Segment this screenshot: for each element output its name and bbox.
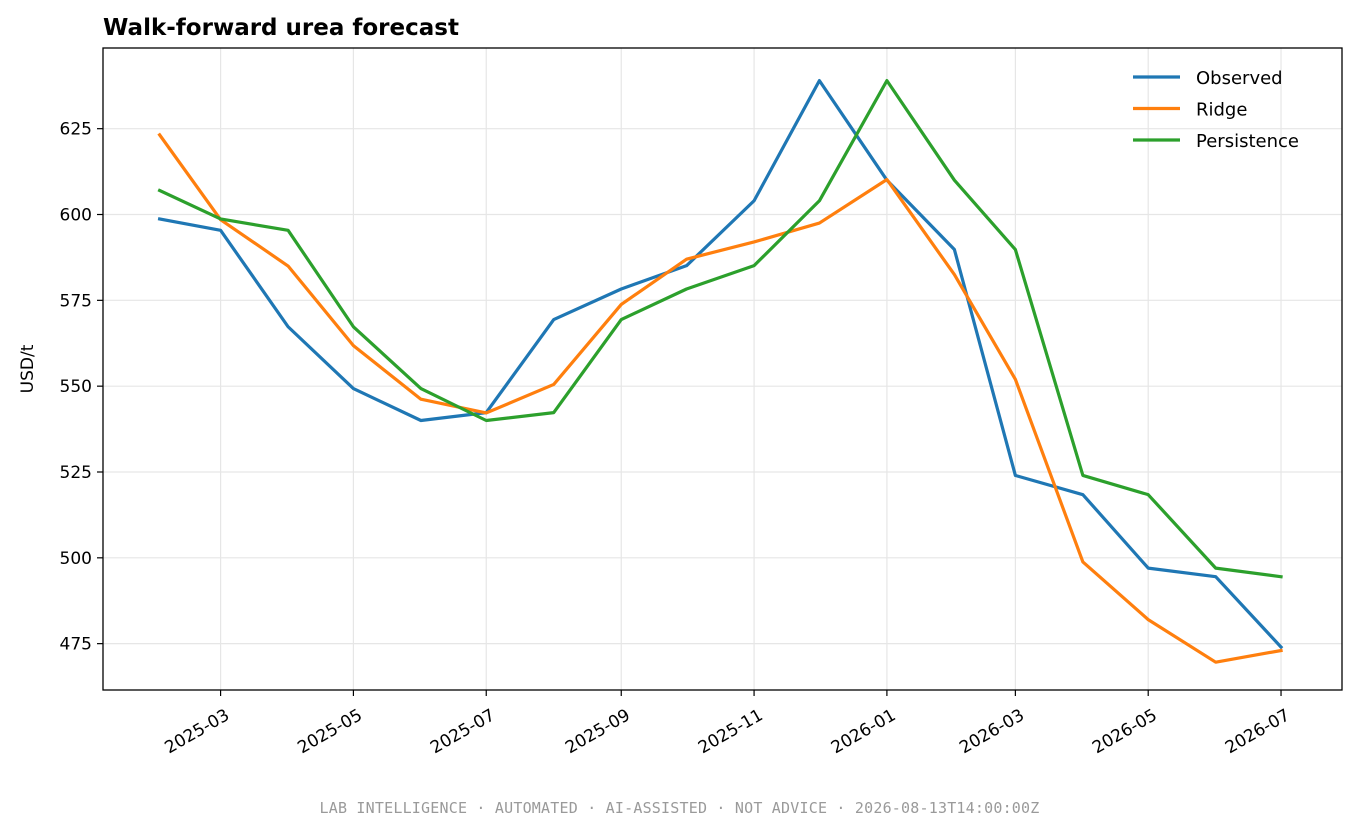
x-tick-label: 2025-03 bbox=[162, 705, 234, 758]
plot-area bbox=[103, 48, 1342, 690]
x-tick-label: 2025-11 bbox=[695, 705, 767, 758]
x-tick-label: 2026-07 bbox=[1222, 705, 1294, 758]
y-tick-label: 575 bbox=[60, 291, 92, 311]
y-tick-label: 500 bbox=[60, 549, 92, 569]
y-tick-label: 625 bbox=[60, 120, 92, 140]
x-tick-label: 2026-05 bbox=[1089, 705, 1161, 758]
y-axis-label: USD/t bbox=[18, 344, 38, 393]
legend-label-persistence: Persistence bbox=[1196, 131, 1299, 152]
legend-label-ridge: Ridge bbox=[1196, 100, 1247, 121]
series-line-persistence bbox=[157, 79, 1283, 579]
series-line-ridge bbox=[157, 132, 1283, 664]
x-tick-label: 2025-05 bbox=[294, 705, 366, 758]
legend-label-observed: Observed bbox=[1196, 68, 1283, 89]
plot-frame bbox=[102, 47, 1343, 691]
chart-title: Walk-forward urea forecast bbox=[103, 15, 459, 41]
x-tick-label: 2025-09 bbox=[562, 705, 634, 758]
x-tick-label: 2026-01 bbox=[828, 705, 900, 758]
y-tick-label: 525 bbox=[60, 463, 92, 483]
y-tick-label: 600 bbox=[60, 206, 92, 226]
y-tick-label: 550 bbox=[60, 377, 92, 397]
x-tick-label: 2026-03 bbox=[956, 705, 1028, 758]
x-tick-label: 2025-07 bbox=[427, 705, 499, 758]
footer-disclaimer: LAB INTELLIGENCE · AUTOMATED · AI-ASSIST… bbox=[319, 799, 1040, 817]
y-tick-label: 475 bbox=[60, 635, 92, 655]
series-line-observed bbox=[157, 79, 1284, 650]
